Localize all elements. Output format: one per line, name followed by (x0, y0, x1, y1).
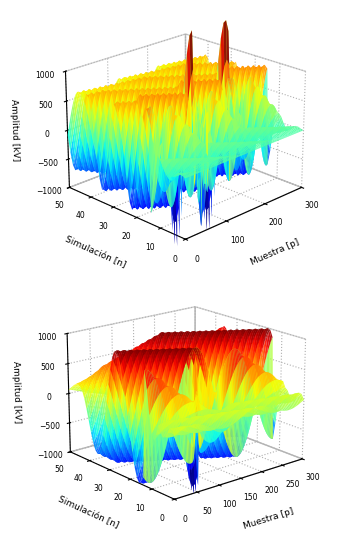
X-axis label: Muestra [p]: Muestra [p] (250, 238, 301, 267)
Y-axis label: Simulación [n]: Simulación [n] (64, 235, 127, 270)
X-axis label: Muestra [p]: Muestra [p] (242, 507, 294, 531)
Y-axis label: Simulación [n]: Simulación [n] (56, 495, 120, 530)
